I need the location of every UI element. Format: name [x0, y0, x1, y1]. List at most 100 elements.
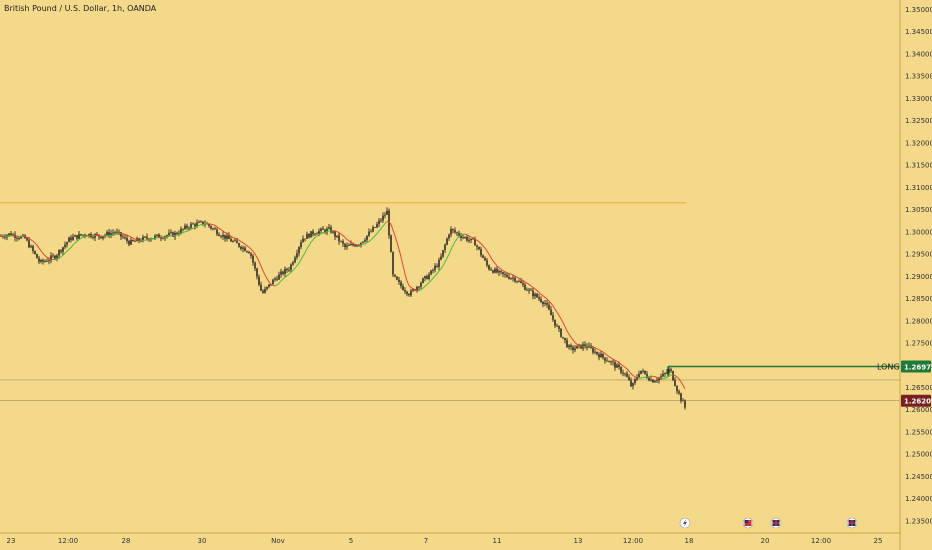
- candle-body: [370, 231, 372, 233]
- ma-segment: [428, 280, 432, 284]
- candle-body: [12, 234, 14, 236]
- ma-segment: [594, 347, 598, 350]
- candle-body: [346, 245, 348, 248]
- ma-segment: [32, 240, 36, 244]
- candle-body: [304, 238, 306, 240]
- candle-body: [364, 239, 366, 242]
- price-tick-label: 1.24000: [905, 495, 932, 503]
- candle-body: [180, 228, 182, 234]
- ma-segment: [662, 377, 666, 380]
- ma-segment: [538, 292, 542, 295]
- candle-body: [216, 229, 218, 235]
- time-tick-label: 12:00: [811, 537, 831, 545]
- ma-segment: [466, 234, 470, 237]
- uk-flag-icon[interactable]: [770, 517, 782, 529]
- ma-segment: [180, 232, 184, 235]
- candle-body: [460, 235, 462, 238]
- candle-body: [382, 215, 384, 221]
- ma-segment: [566, 330, 570, 335]
- candle-body: [234, 240, 236, 242]
- candle-body: [10, 233, 12, 236]
- us-flag-icon[interactable]: [742, 517, 754, 529]
- event-markers[interactable]: [679, 517, 858, 529]
- ma-segment: [268, 281, 272, 285]
- uk-flag-icon[interactable]: [846, 517, 858, 529]
- candle-body: [22, 235, 24, 237]
- ma-segment: [608, 356, 612, 359]
- time-axis[interactable]: 23 12:00 28 30 Nov 5 7 11 13 12:00 18 20 12:00 25: [0, 532, 900, 545]
- time-tick-label: 25: [874, 537, 883, 545]
- ma-segment: [480, 243, 484, 247]
- candle-body: [102, 236, 104, 239]
- ma-segment: [132, 237, 136, 240]
- ma-segment: [396, 242, 400, 250]
- candle-body: [240, 246, 242, 249]
- ma-segment: [352, 242, 356, 245]
- ma-segment: [186, 230, 190, 232]
- price-tick-label: 1.26000: [905, 406, 932, 414]
- ma-segment: [676, 376, 680, 380]
- candle-body: [390, 235, 392, 253]
- ma-segment: [534, 288, 538, 292]
- ma-segment: [34, 242, 38, 246]
- ma-segment: [46, 256, 50, 260]
- candle-body: [642, 370, 644, 372]
- candle-body: [592, 348, 594, 353]
- ma-segment: [166, 235, 170, 238]
- candle-body: [668, 369, 670, 373]
- candle-body: [626, 373, 628, 378]
- candle-body: [34, 250, 36, 254]
- candle-body: [550, 309, 552, 316]
- ma-segment: [564, 326, 568, 332]
- candle-body: [528, 289, 530, 291]
- ma-segment: [282, 276, 286, 280]
- candle-body: [224, 234, 226, 239]
- ma-segment: [512, 274, 516, 277]
- candle-body: [316, 233, 318, 235]
- ma-segment: [312, 237, 316, 240]
- candle-body: [294, 257, 296, 263]
- candle-body: [594, 351, 596, 353]
- ma-segment: [130, 236, 134, 239]
- candle-body: [92, 237, 94, 238]
- candle-body: [18, 238, 20, 239]
- candle-body: [54, 255, 56, 259]
- ma-segment: [622, 365, 626, 368]
- ma-segment: [286, 273, 290, 277]
- candle-body: [280, 271, 282, 275]
- candle-body: [608, 361, 610, 363]
- candle-body: [66, 242, 68, 245]
- ma-segment: [60, 254, 64, 258]
- ma-segment: [284, 275, 288, 278]
- candle-body: [532, 290, 534, 297]
- ma-segment: [494, 262, 498, 267]
- candle-body: [162, 238, 164, 239]
- candle-body: [684, 400, 686, 408]
- candle-body: [472, 238, 474, 240]
- candle-body: [412, 289, 414, 291]
- candle-body: [132, 240, 134, 242]
- candle-body: [558, 326, 560, 329]
- ma-segment: [422, 285, 426, 289]
- candle-body: [166, 235, 168, 237]
- ma-segment: [276, 282, 280, 286]
- price-tick-label: 1.31500: [905, 162, 932, 170]
- candle-body: [360, 242, 362, 245]
- candle-body: [352, 244, 354, 246]
- candle-body: [4, 236, 6, 238]
- candle-body: [416, 286, 418, 291]
- ma-segment: [294, 265, 298, 269]
- time-tick-label: 5: [349, 537, 353, 545]
- ma-segment: [432, 275, 436, 279]
- flag-canton: [744, 520, 748, 523]
- lightning-icon[interactable]: [679, 517, 691, 529]
- ma-segment: [476, 239, 480, 243]
- ma-segment: [290, 270, 294, 273]
- candle-body: [312, 231, 314, 235]
- price-axis[interactable]: 1.35000 1.34500 1.34000 1.33500 1.33000 1.325…: [899, 0, 932, 550]
- candle-body: [220, 235, 222, 237]
- price-tick-label: 1.35000: [905, 6, 932, 14]
- candle-body: [292, 262, 294, 265]
- long-price-badge-text: 1.26972: [904, 363, 932, 371]
